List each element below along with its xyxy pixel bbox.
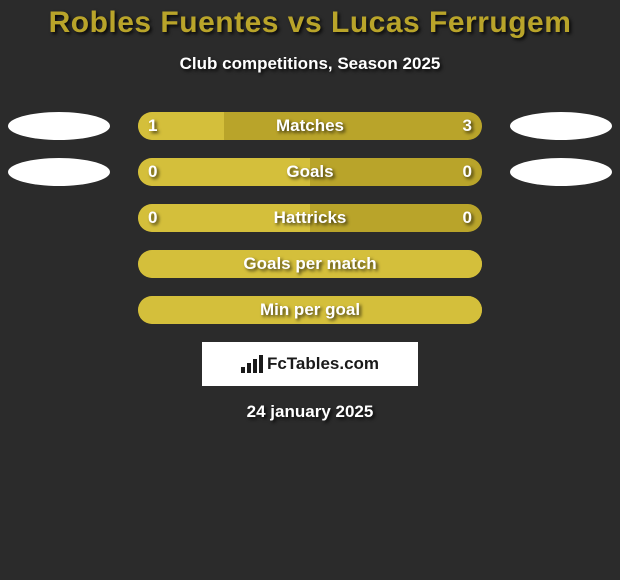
- stat-value-right: 0: [463, 162, 472, 182]
- player-b-name: Lucas Ferrugem: [331, 6, 571, 39]
- stat-row: 0 Hattricks 0: [0, 204, 620, 232]
- logo: FcTables.com: [241, 354, 379, 374]
- stat-value-left: 1: [148, 116, 157, 136]
- stat-rows: 1 Matches 3 0 Goals 0 0 Hattricks 0 Goals per mat…: [0, 112, 620, 324]
- player-a-badge: [8, 158, 110, 186]
- vs-separator: vs: [279, 6, 331, 39]
- stat-bar: 0 Goals 0: [138, 158, 482, 186]
- stat-label: Goals: [286, 162, 333, 182]
- stat-value-right: 0: [463, 208, 472, 228]
- player-b-badge: [510, 158, 612, 186]
- stat-bar: 1 Matches 3: [138, 112, 482, 140]
- stat-label: Matches: [276, 116, 344, 136]
- stat-row: Goals per match: [0, 250, 620, 278]
- player-b-badge: [510, 112, 612, 140]
- stat-label: Min per goal: [260, 300, 360, 320]
- stat-bar: Goals per match: [138, 250, 482, 278]
- date-text: 24 january 2025: [0, 402, 620, 422]
- stat-label: Hattricks: [274, 208, 347, 228]
- logo-text: FcTables.com: [267, 354, 379, 374]
- stat-bar: 0 Hattricks 0: [138, 204, 482, 232]
- logo-box: FcTables.com: [202, 342, 418, 386]
- stat-value-left: 0: [148, 208, 157, 228]
- stat-value-left: 0: [148, 162, 157, 182]
- stat-value-right: 3: [463, 116, 472, 136]
- player-a-name: Robles Fuentes: [49, 6, 279, 39]
- bar-chart-icon: [241, 355, 263, 373]
- comparison-title: Robles Fuentes vs Lucas Ferrugem: [0, 0, 620, 40]
- stat-row: Min per goal: [0, 296, 620, 324]
- stat-row: 0 Goals 0: [0, 158, 620, 186]
- stat-row: 1 Matches 3: [0, 112, 620, 140]
- stat-bar: Min per goal: [138, 296, 482, 324]
- stat-bar-fill: [138, 158, 310, 186]
- stat-label: Goals per match: [243, 254, 376, 274]
- player-a-badge: [8, 112, 110, 140]
- subtitle: Club competitions, Season 2025: [0, 54, 620, 74]
